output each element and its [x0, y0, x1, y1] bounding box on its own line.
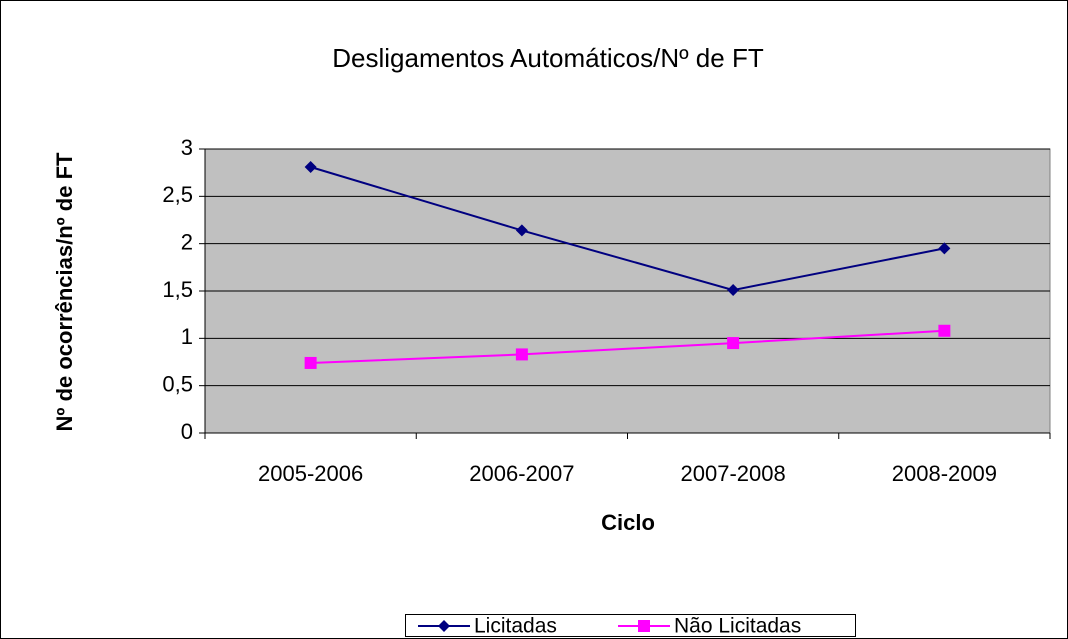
chart-title: Desligamentos Automáticos/Nº de FT [332, 43, 764, 73]
series-line [310, 329, 945, 364]
marker [938, 242, 951, 255]
y-tick-label: 0,5 [162, 371, 193, 396]
x-tick-label: 2006-2007 [469, 461, 574, 486]
x-axis-label: Ciclo [601, 510, 655, 535]
marker [438, 620, 450, 632]
marker [515, 348, 528, 361]
x-tick-label: 2005-2006 [258, 461, 363, 486]
legend-label: Licitadas [474, 615, 557, 638]
marker [938, 324, 951, 337]
legend-label: Não Licitadas [674, 615, 801, 638]
marker [727, 284, 740, 297]
marker [727, 337, 740, 350]
y-tick-label: 1 [181, 324, 193, 349]
y-tick-label: 2 [181, 229, 193, 254]
y-axis-label: Nº de ocorrências/nº de FT [52, 152, 77, 431]
y-tick-label: 0 [181, 419, 193, 444]
marker [304, 160, 317, 173]
marker [515, 224, 528, 237]
x-tick-label: 2008-2009 [892, 461, 997, 486]
plot-area: 0 0,5 1 1,5 2 2,5 3 2005-2006 2006-2007 2007-2008… [162, 135, 1051, 486]
y-tick-label: 2,5 [162, 182, 193, 207]
series-line [310, 166, 945, 292]
x-tick-label: 2007-2008 [681, 461, 786, 486]
marker [304, 356, 317, 369]
legend-items: Licitadas Não Licitadas [418, 615, 801, 638]
marker [638, 620, 650, 632]
y-tick-label: 1,5 [162, 277, 193, 302]
y-tick-label: 3 [181, 135, 193, 160]
